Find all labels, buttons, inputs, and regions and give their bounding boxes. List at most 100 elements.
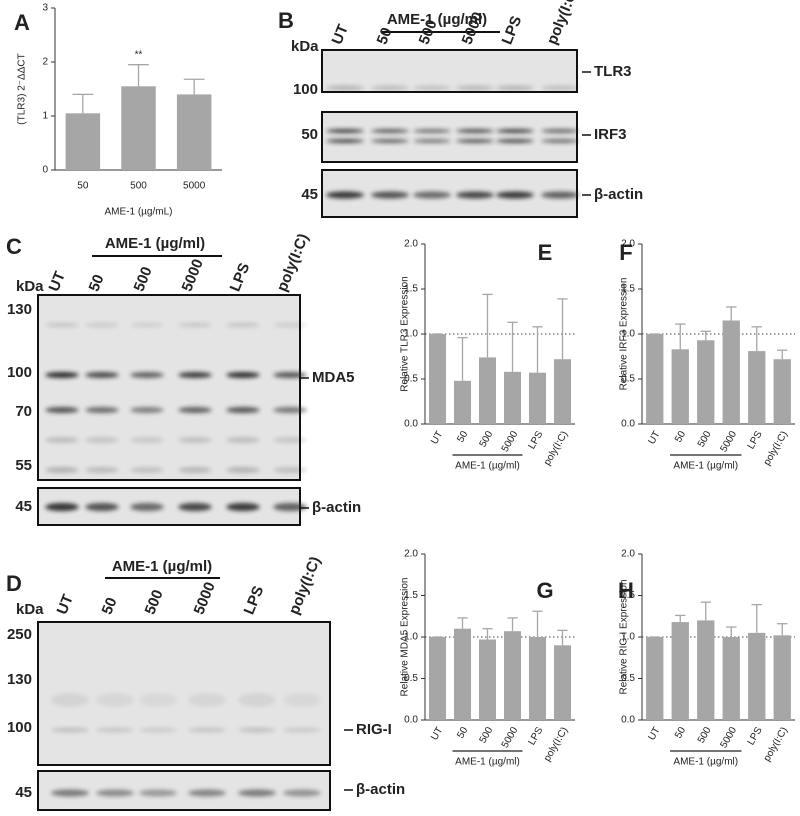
y-axis-label: (TLR3) 2⁻ΔΔCT xyxy=(17,53,28,124)
panel-letter: G xyxy=(536,578,553,603)
y-tick-label: 0.5 xyxy=(404,673,418,684)
bar xyxy=(554,359,571,424)
band xyxy=(238,727,276,733)
band xyxy=(326,129,364,133)
band xyxy=(188,727,226,733)
lane-label: UT xyxy=(329,22,352,47)
band xyxy=(413,85,451,91)
x-tick-label: poly(I:C) xyxy=(762,429,790,467)
band xyxy=(85,467,119,473)
blot-strip xyxy=(321,111,578,163)
x-tick-label: 50 xyxy=(673,725,688,741)
x-tick-label: LPS xyxy=(526,725,545,747)
band xyxy=(139,727,177,733)
y-tick-label: 2.0 xyxy=(621,239,635,250)
lane-label: UT xyxy=(54,592,77,617)
band xyxy=(273,503,307,511)
band xyxy=(541,129,579,133)
band xyxy=(541,139,579,143)
band xyxy=(45,372,79,378)
bar xyxy=(504,371,521,424)
y-tick-label: 2.0 xyxy=(621,549,635,560)
x-tick-label: poly(I:C) xyxy=(542,725,570,763)
band xyxy=(371,139,409,143)
y-tick-label: 1.0 xyxy=(404,632,418,643)
band xyxy=(226,372,260,378)
x-tick-label: UT xyxy=(429,725,445,742)
band xyxy=(238,789,276,797)
band xyxy=(96,693,134,707)
x-tick-label: 500 xyxy=(130,181,147,192)
band xyxy=(188,693,226,707)
band xyxy=(51,789,89,797)
kda-label: kDa xyxy=(16,278,44,295)
band xyxy=(139,693,177,707)
band xyxy=(130,372,164,378)
band xyxy=(496,191,534,199)
y-tick-label: 0.0 xyxy=(621,715,635,726)
y-tick-label: 1.0 xyxy=(404,329,418,340)
panel-letter: B xyxy=(278,8,294,33)
band xyxy=(326,139,364,143)
marker-label: 100 xyxy=(293,81,318,98)
bar xyxy=(454,380,471,424)
y-tick-label: 2.0 xyxy=(404,549,418,560)
marker-label: 70 xyxy=(15,403,32,420)
y-tick-label: 1.0 xyxy=(621,329,635,340)
lane-label: 500 xyxy=(131,264,156,294)
blot-strip xyxy=(37,294,301,481)
band xyxy=(130,467,164,473)
bar xyxy=(646,637,664,720)
y-axis-label: Relative IRF3 Expression xyxy=(619,278,630,391)
y-tick-label: 1.5 xyxy=(621,590,635,601)
y-tick-label: 1.5 xyxy=(621,284,635,295)
kda-label: kDa xyxy=(291,38,319,55)
x-tick-label: LPS xyxy=(746,725,765,747)
band xyxy=(51,727,89,733)
band xyxy=(85,407,119,413)
group-label: AME-1 (µg/ml) xyxy=(455,461,520,472)
band xyxy=(130,407,164,413)
x-tick-label: 5000 xyxy=(183,181,206,192)
bar xyxy=(748,351,766,424)
bar xyxy=(479,357,496,424)
band xyxy=(188,789,226,797)
band xyxy=(541,85,579,91)
x-tick-label: 50 xyxy=(455,429,470,445)
bar xyxy=(121,86,156,170)
blot-strip xyxy=(321,49,578,93)
band xyxy=(96,789,134,797)
y-tick-label: 2 xyxy=(42,57,48,68)
treatment-label: AME-1 (µg/ml) xyxy=(112,558,212,575)
blot-strip xyxy=(37,770,331,811)
bar xyxy=(554,645,571,720)
marker-label: 45 xyxy=(15,784,32,801)
x-tick-label: 5000 xyxy=(500,429,521,454)
target-label: RIG-I xyxy=(356,721,392,738)
panel-letter: F xyxy=(619,240,632,265)
band xyxy=(541,191,579,199)
group-label: AME-1 (µg/ml) xyxy=(673,757,738,768)
band xyxy=(85,372,119,378)
band xyxy=(226,467,260,473)
band xyxy=(85,503,119,511)
band xyxy=(178,407,212,413)
band xyxy=(326,85,364,91)
y-tick-label: 0.0 xyxy=(404,715,418,726)
marker-label: 50 xyxy=(301,126,318,143)
lane-label: 50 xyxy=(99,595,121,617)
band xyxy=(130,503,164,511)
band xyxy=(283,789,321,797)
marker-label: 45 xyxy=(301,186,318,203)
bar xyxy=(773,635,791,720)
band xyxy=(178,467,212,473)
x-tick-label: 5000 xyxy=(718,725,739,750)
band xyxy=(283,693,321,707)
band xyxy=(371,129,409,133)
band xyxy=(85,437,119,443)
marker-label: 45 xyxy=(15,498,32,515)
band xyxy=(273,437,307,443)
bar xyxy=(671,349,689,424)
lane-label: LPS xyxy=(499,14,526,47)
